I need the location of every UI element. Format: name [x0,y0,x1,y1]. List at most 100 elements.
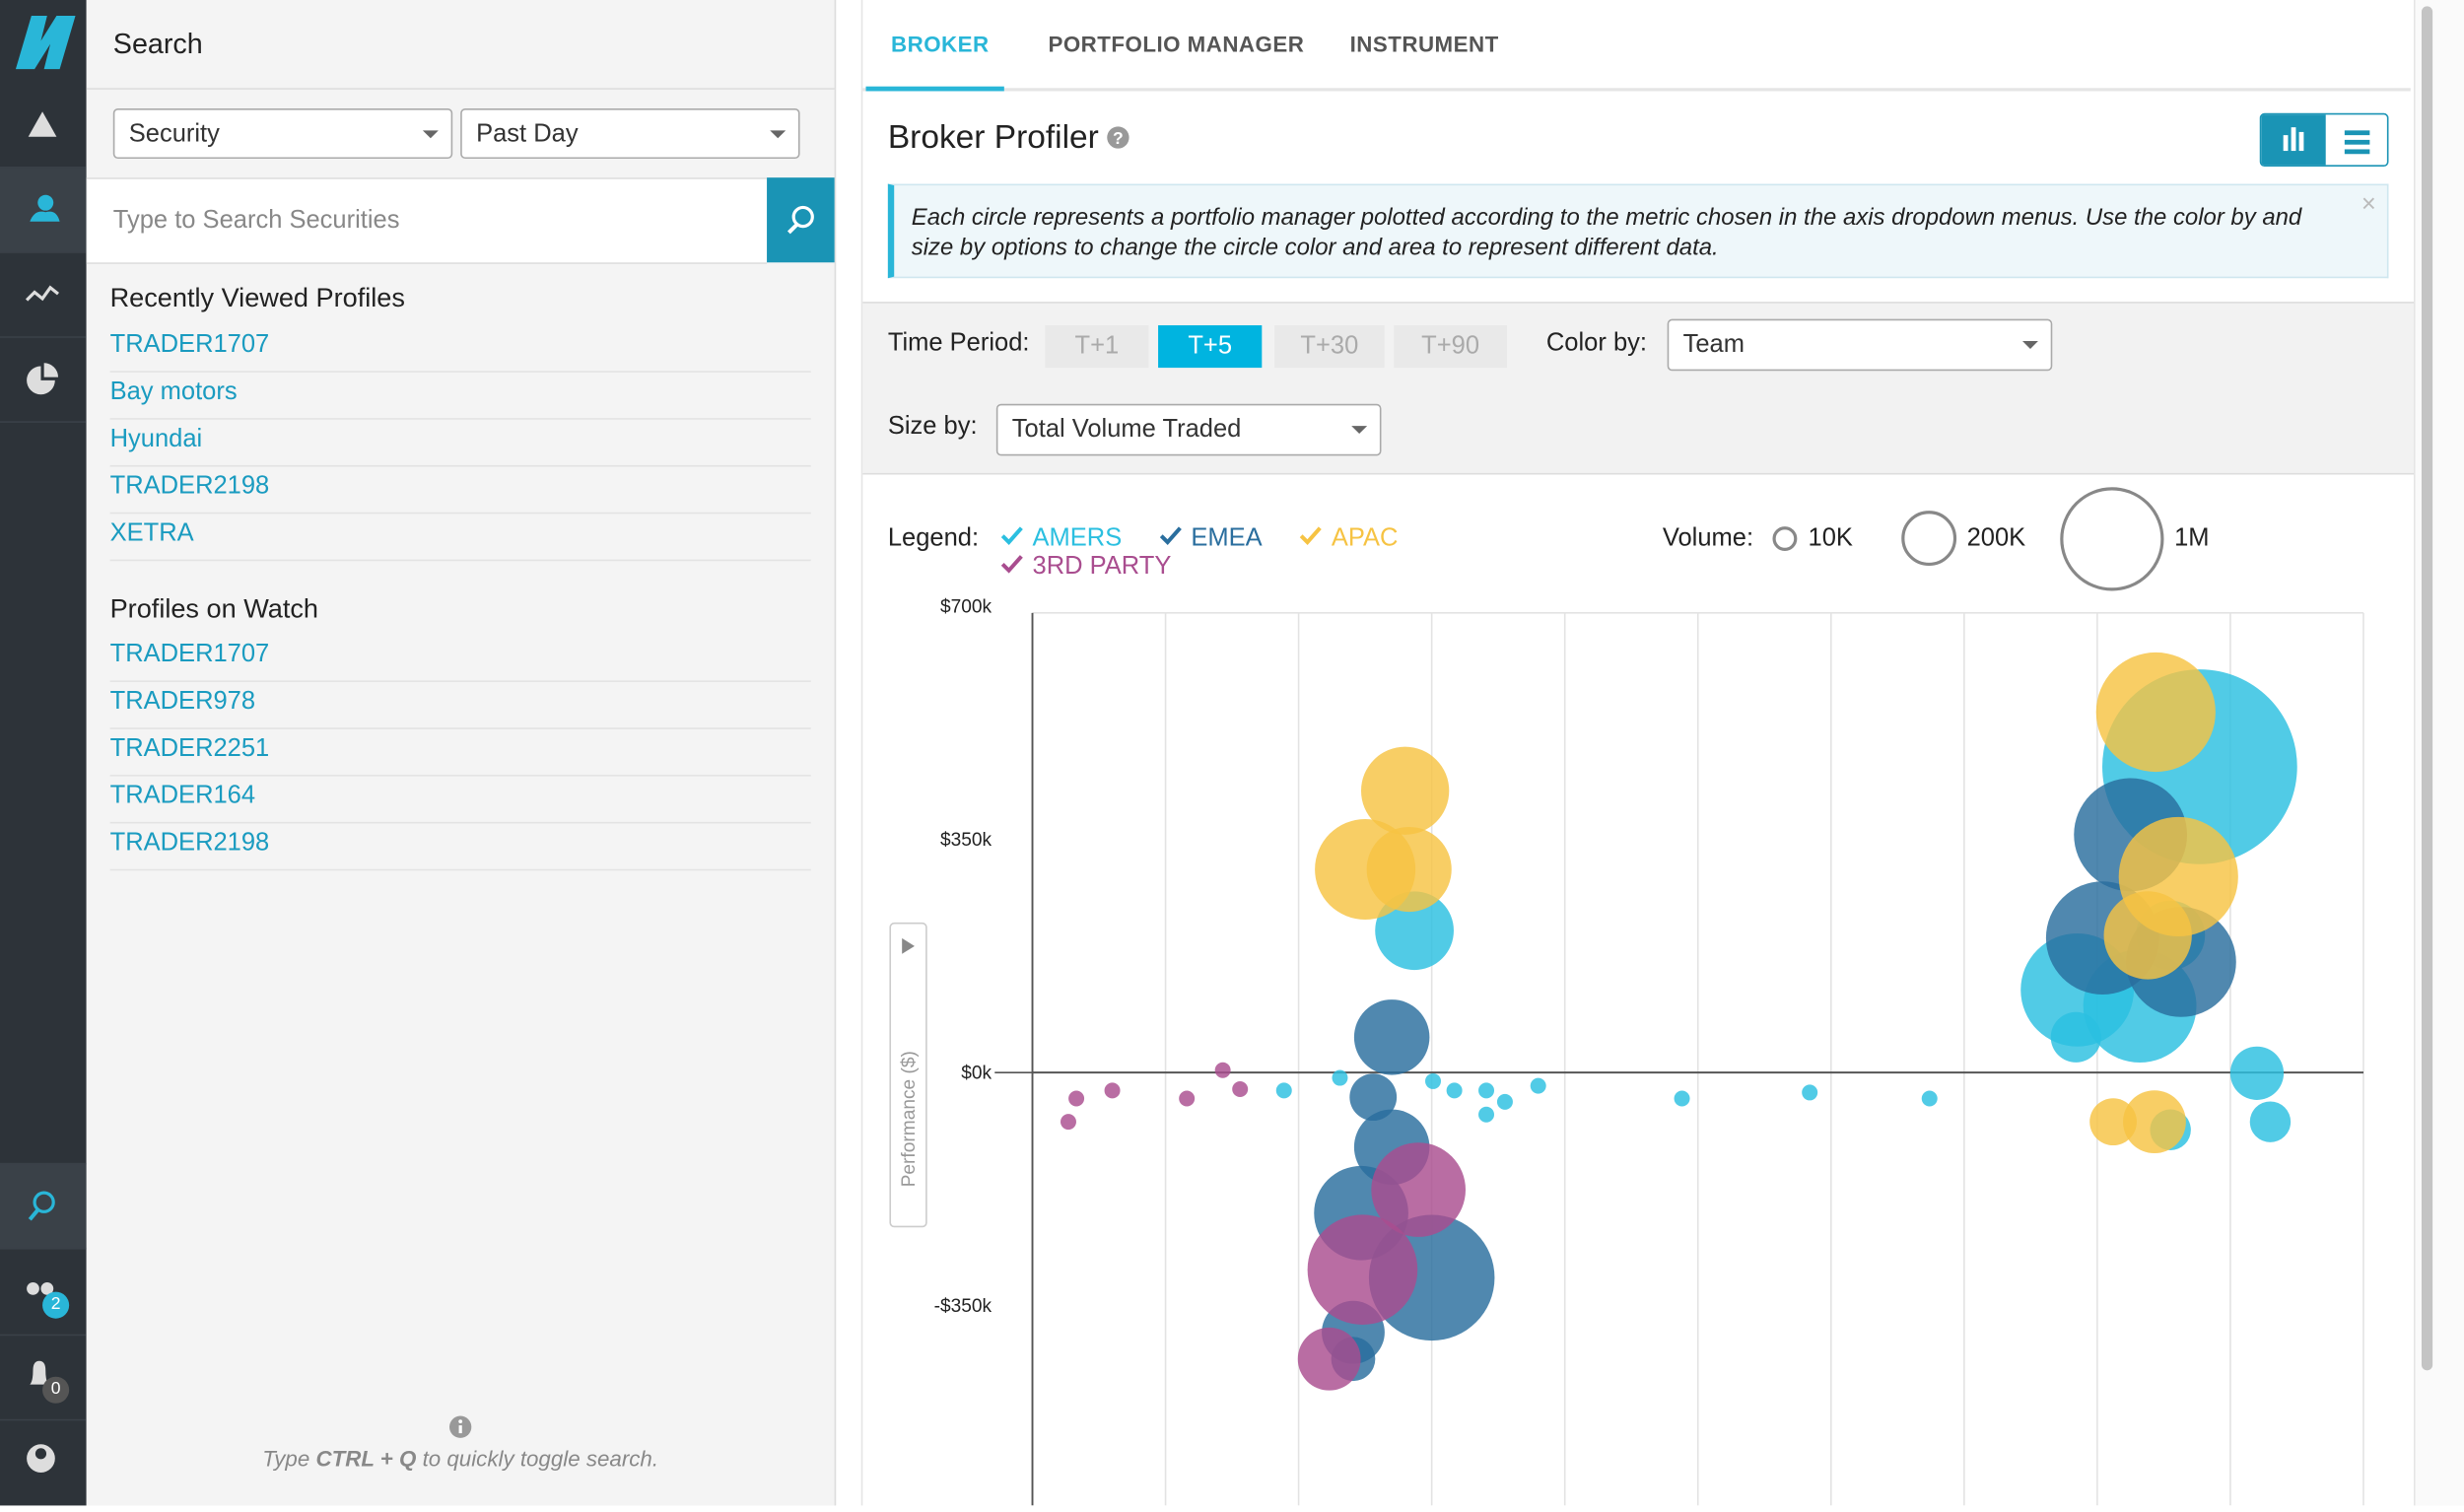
volume-text: 1M [2174,524,2210,552]
bell-icon[interactable]: 0 [0,1336,87,1421]
axis-selector[interactable]: Performance ($) [889,922,927,1228]
volume-circle [2059,487,2163,591]
legend-text: EMEA [1191,524,1263,552]
profile-link[interactable]: TRADER164 [109,777,811,824]
pie-icon[interactable] [0,338,87,423]
profile-link[interactable]: Hyundai [109,420,811,467]
bubble [1425,1072,1441,1089]
profile-link[interactable]: TRADER2198 [109,467,811,515]
bubble [1068,1090,1085,1107]
user-icon[interactable] [0,1420,87,1504]
bubble [1307,1214,1418,1325]
profile-link[interactable]: XETRA [109,514,811,562]
check-icon [1000,555,1023,574]
check [1000,555,1023,574]
trends-icon[interactable] [0,253,87,338]
hint-text: to quickly toggle search. [422,1445,659,1472]
hint-text: Type [262,1445,310,1472]
profiles-icon[interactable] [0,168,87,253]
scrollbar [2413,0,2464,1506]
search-button[interactable] [767,177,835,263]
badge: 0 [42,1376,70,1404]
main-panel: BROKER PORTFOLIO MANAGER INSTRUMENT Brok… [860,0,2414,1506]
bubble-chart: $700k $350k $0k -$350k [934,597,2364,1506]
profile-link[interactable]: TRADER1707 [109,635,811,682]
badge: 2 [42,1291,70,1319]
y-tick-label: $0k [961,1064,992,1084]
bubble [1179,1090,1196,1107]
info-text: Each circle represents a portfolio manag… [911,204,2302,261]
bubble [1530,1077,1546,1094]
size-select[interactable]: Total Volume Traded [995,403,1382,456]
legend-text: APAC [1331,524,1399,552]
search-icon[interactable] [0,1162,87,1250]
bubble [2229,1046,2285,1100]
search-panel: Search Security Past Day Type to Search … [86,0,837,1506]
profile-link[interactable]: TRADER2251 [109,729,811,777]
bubble [1674,1090,1690,1107]
y-tick-label: $350k [940,830,992,851]
legend-label: Legend: [887,524,980,552]
bubble [1802,1084,1818,1101]
legend-item[interactable]: AMERS [1000,524,1123,554]
volume-mark [1772,526,1798,552]
hint: Type CTRL + Q to quickly toggle search. [87,1446,835,1472]
legend-item[interactable]: 3RD PARTY [1000,553,1171,582]
tab[interactable]: PORTFOLIO MANAGER [1048,31,1305,57]
bubble [1478,1106,1495,1123]
profile-link[interactable]: Bay motors [109,373,811,420]
bubble [1446,1082,1463,1099]
control-label: Time Period: [887,329,1030,357]
watch-icon[interactable]: 2 [0,1251,87,1337]
page-title: Broker Profiler [887,119,1099,156]
info-box: Each circle represents a portfolio manag… [887,183,2389,279]
nav-bar: 2 0 [0,0,87,1506]
bubble [1366,826,1452,913]
check-icon [1300,526,1323,545]
profile-link[interactable]: TRADER978 [109,682,811,729]
volume-text: 10K [1808,524,1853,552]
help-icon[interactable]: ? [1106,126,1129,150]
color-select[interactable]: Team [1667,318,2053,372]
alerts-icon[interactable] [0,84,87,169]
search-input[interactable]: Type to Search Securities [86,177,768,264]
profile-link[interactable]: TRADER2198 [109,823,811,871]
control-label: Size by: [887,413,978,441]
period-button[interactable]: T+90 [1394,325,1508,369]
close-button[interactable]: × [2361,191,2376,219]
bubble [1297,1327,1361,1391]
y-tick-label: $700k [940,597,992,618]
bubble [2095,652,2216,773]
bubble [1360,746,1450,835]
y-tick-label: -$350k [934,1296,992,1317]
bubble [1353,999,1430,1075]
placeholder: Type to Search Securities [112,207,400,235]
bubble [1496,1093,1513,1110]
bubble [1104,1082,1121,1099]
legend-item[interactable]: APAC [1300,525,1398,554]
check-icon [1159,526,1182,545]
volume-circle [1772,526,1798,552]
period-button[interactable]: T+5 [1158,325,1263,369]
volume-label: Volume: [1662,524,1754,552]
legend-item[interactable]: EMEA [1159,524,1263,554]
filter-select[interactable]: Past Day [460,108,800,160]
bubble [1349,1073,1398,1122]
bubble [2089,1098,2137,1146]
panel-title: Search [112,28,203,60]
profile-link[interactable]: TRADER1707 [109,325,811,373]
period-button[interactable]: T+1 [1045,325,1149,369]
info-icon [448,1415,472,1438]
bubble [2249,1101,2292,1142]
section-title: Recently Viewed Profiles [109,282,405,313]
period-button[interactable]: T+30 [1274,325,1385,369]
filter-select[interactable]: Security [112,108,453,160]
bubble [2050,1011,2101,1063]
view-toggle[interactable] [2259,112,2389,168]
tab[interactable]: BROKER [891,31,990,57]
legend-text: AMERS [1032,524,1123,552]
tab[interactable]: INSTRUMENT [1349,31,1499,57]
volume-text: 200K [1966,524,2026,552]
bubble [1375,891,1454,971]
